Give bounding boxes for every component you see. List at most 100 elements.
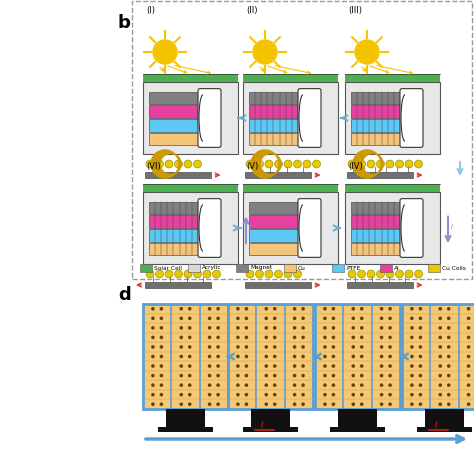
Circle shape xyxy=(332,393,335,396)
Circle shape xyxy=(165,160,173,168)
Circle shape xyxy=(180,383,183,387)
Circle shape xyxy=(332,317,335,320)
Circle shape xyxy=(467,393,470,396)
Circle shape xyxy=(388,402,392,406)
Circle shape xyxy=(332,402,335,406)
Circle shape xyxy=(273,383,276,387)
Circle shape xyxy=(380,355,383,358)
Circle shape xyxy=(367,160,375,168)
Circle shape xyxy=(180,374,183,377)
Circle shape xyxy=(419,317,422,320)
Circle shape xyxy=(151,383,155,387)
Circle shape xyxy=(264,326,268,329)
Circle shape xyxy=(264,307,268,310)
Circle shape xyxy=(332,364,335,368)
Circle shape xyxy=(284,160,292,168)
Bar xyxy=(243,427,298,432)
Circle shape xyxy=(301,393,305,396)
Circle shape xyxy=(188,336,191,339)
Circle shape xyxy=(351,374,355,377)
Circle shape xyxy=(323,326,327,329)
Circle shape xyxy=(160,317,163,320)
Circle shape xyxy=(438,364,442,368)
Text: $I$: $I$ xyxy=(260,419,264,430)
Circle shape xyxy=(273,317,276,320)
Circle shape xyxy=(273,345,276,349)
Bar xyxy=(345,192,440,264)
Circle shape xyxy=(180,402,183,406)
Circle shape xyxy=(293,383,296,387)
Circle shape xyxy=(188,345,191,349)
Circle shape xyxy=(438,336,442,339)
Bar xyxy=(330,427,385,432)
Circle shape xyxy=(447,307,451,310)
Circle shape xyxy=(323,402,327,406)
Circle shape xyxy=(360,393,364,396)
Circle shape xyxy=(419,364,422,368)
Circle shape xyxy=(380,393,383,396)
Circle shape xyxy=(155,270,164,278)
Circle shape xyxy=(255,270,264,278)
Circle shape xyxy=(410,326,414,329)
Polygon shape xyxy=(251,150,281,178)
Circle shape xyxy=(447,355,451,358)
Bar xyxy=(249,119,298,132)
Circle shape xyxy=(180,345,183,349)
Circle shape xyxy=(303,160,311,168)
Circle shape xyxy=(293,374,296,377)
Circle shape xyxy=(419,345,422,349)
Circle shape xyxy=(388,307,392,310)
Circle shape xyxy=(245,326,248,329)
Circle shape xyxy=(245,374,248,377)
Bar xyxy=(143,74,238,82)
Circle shape xyxy=(419,326,422,329)
Bar xyxy=(132,1,472,279)
Bar xyxy=(345,82,440,154)
Circle shape xyxy=(410,374,414,377)
Circle shape xyxy=(216,402,220,406)
Circle shape xyxy=(360,345,364,349)
Bar xyxy=(417,427,472,432)
Text: (III): (III) xyxy=(348,6,362,15)
Circle shape xyxy=(188,383,191,387)
Circle shape xyxy=(410,355,414,358)
Bar xyxy=(243,184,338,192)
Circle shape xyxy=(447,402,451,406)
Circle shape xyxy=(293,336,296,339)
Bar xyxy=(188,264,200,272)
Circle shape xyxy=(180,317,183,320)
Circle shape xyxy=(323,393,327,396)
Circle shape xyxy=(419,336,422,339)
Bar xyxy=(251,409,290,427)
Circle shape xyxy=(293,345,296,349)
Circle shape xyxy=(380,374,383,377)
Circle shape xyxy=(419,355,422,358)
Circle shape xyxy=(438,326,442,329)
Circle shape xyxy=(236,364,240,368)
Circle shape xyxy=(216,317,220,320)
Circle shape xyxy=(301,364,305,368)
Circle shape xyxy=(438,374,442,377)
Circle shape xyxy=(245,393,248,396)
Circle shape xyxy=(293,393,296,396)
FancyBboxPatch shape xyxy=(400,89,423,147)
Circle shape xyxy=(380,317,383,320)
Circle shape xyxy=(236,307,240,310)
Circle shape xyxy=(386,160,394,168)
Circle shape xyxy=(351,336,355,339)
Circle shape xyxy=(208,355,211,358)
Circle shape xyxy=(380,326,383,329)
Circle shape xyxy=(160,307,163,310)
Circle shape xyxy=(301,383,305,387)
Circle shape xyxy=(255,160,264,168)
Circle shape xyxy=(360,364,364,368)
Circle shape xyxy=(351,355,355,358)
Circle shape xyxy=(447,393,451,396)
Circle shape xyxy=(395,270,403,278)
Circle shape xyxy=(360,307,364,310)
Circle shape xyxy=(447,383,451,387)
Circle shape xyxy=(419,383,422,387)
Circle shape xyxy=(293,317,296,320)
Circle shape xyxy=(410,336,414,339)
Bar xyxy=(380,264,392,272)
